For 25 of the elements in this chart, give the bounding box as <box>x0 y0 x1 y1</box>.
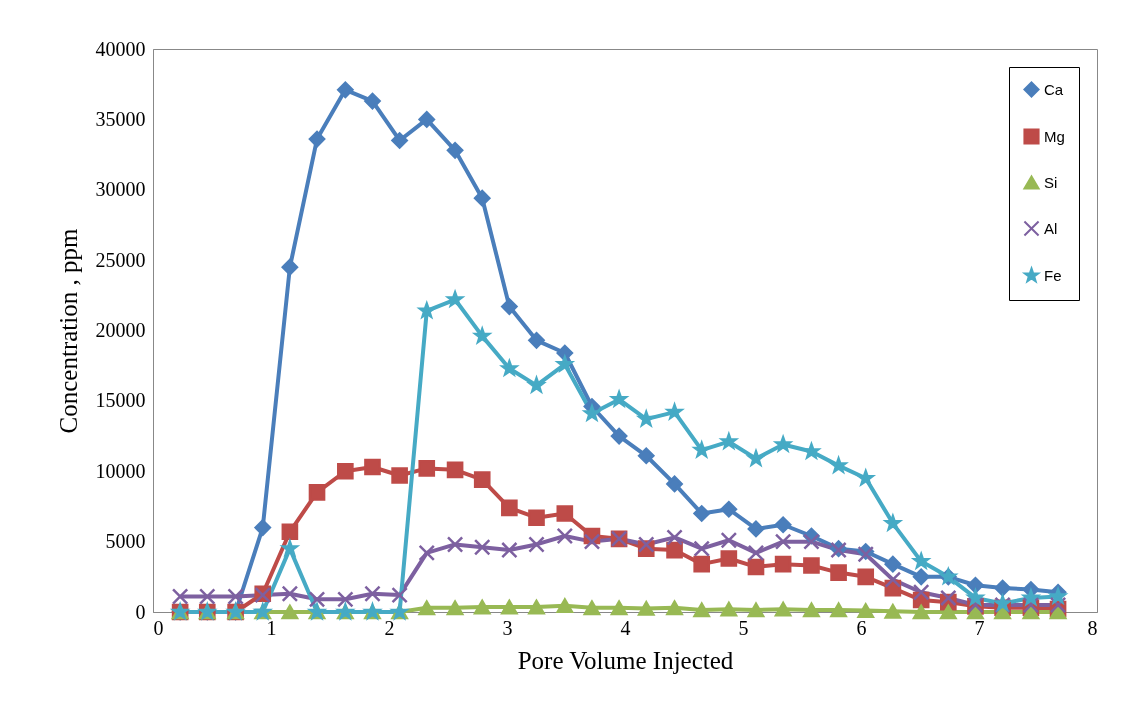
legend-label: Si <box>1044 173 1058 191</box>
y-tick-label: 0 <box>135 600 146 623</box>
y-tick-label: 40000 <box>95 37 146 60</box>
y-tick-label: 5000 <box>105 530 146 553</box>
y-tick-label: 35000 <box>95 107 146 130</box>
y-tick-label: 25000 <box>95 248 146 271</box>
x-tick-label: 6 <box>856 616 867 639</box>
x-tick-label: 0 <box>153 616 164 639</box>
legend-label: Al <box>1044 219 1058 237</box>
legend-label: Mg <box>1044 127 1065 145</box>
legend-label: Ca <box>1044 80 1064 98</box>
y-axis-title: Concentration , ppm <box>54 228 82 434</box>
x-tick-label: 3 <box>502 616 513 639</box>
y-tick-label: 20000 <box>95 319 146 341</box>
y-tick-label: 15000 <box>95 389 146 412</box>
x-tick-label: 1 <box>266 616 277 639</box>
x-tick-label: 5 <box>738 616 749 639</box>
x-axis-title: Pore Volume Injected <box>517 646 734 674</box>
x-tick-label: 2 <box>384 616 395 639</box>
legend-label: Fe <box>1044 266 1062 284</box>
x-tick-label: 4 <box>620 616 631 639</box>
y-tick-label: 10000 <box>95 459 146 482</box>
y-tick-label: 30000 <box>95 178 146 201</box>
x-tick-label: 8 <box>1087 616 1098 639</box>
x-tick-label: 7 <box>974 616 985 639</box>
